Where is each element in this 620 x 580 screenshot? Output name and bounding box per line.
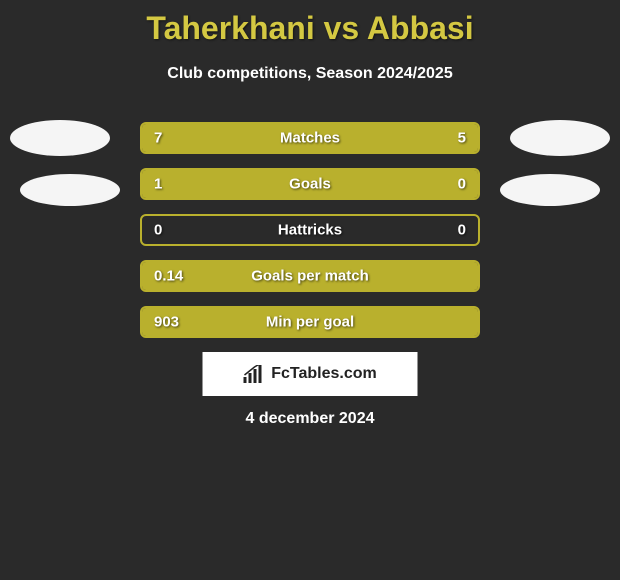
stat-label: Goals per match [251,268,369,285]
stat-value-left: 7 [154,130,162,147]
logo-box[interactable]: FcTables.com [203,352,418,396]
stats-container: 7 Matches 5 1 Goals 0 0 Hattricks 0 0.14… [140,122,480,352]
stat-value-left: 903 [154,314,179,331]
stat-row-goals: 1 Goals 0 [140,168,480,200]
stat-value-left: 0.14 [154,268,183,285]
stat-fill-left [142,170,401,198]
player-right-avatar [510,120,610,156]
stat-value-left: 1 [154,176,162,193]
stat-value-left: 0 [154,222,162,239]
stat-value-right: 0 [458,176,466,193]
logo-text: FcTables.com [271,365,377,383]
stat-row-matches: 7 Matches 5 [140,122,480,154]
stat-fill-right [401,170,478,198]
stat-row-goals-per-match: 0.14 Goals per match [140,260,480,292]
subtitle: Club competitions, Season 2024/2025 [0,65,620,83]
stat-label: Goals [289,176,331,193]
stat-label: Matches [280,130,340,147]
date-label: 4 december 2024 [246,410,375,428]
stat-row-hattricks: 0 Hattricks 0 [140,214,480,246]
chart-icon [243,365,265,383]
page-title: Taherkhani vs Abbasi [0,0,620,47]
stat-value-right: 5 [458,130,466,147]
stat-row-min-per-goal: 903 Min per goal [140,306,480,338]
stat-value-right: 0 [458,222,466,239]
player-left-avatar-shadow [20,174,120,206]
player-left-avatar [10,120,110,156]
stat-label: Min per goal [266,314,354,331]
player-right-avatar-shadow [500,174,600,206]
stat-label: Hattricks [278,222,342,239]
